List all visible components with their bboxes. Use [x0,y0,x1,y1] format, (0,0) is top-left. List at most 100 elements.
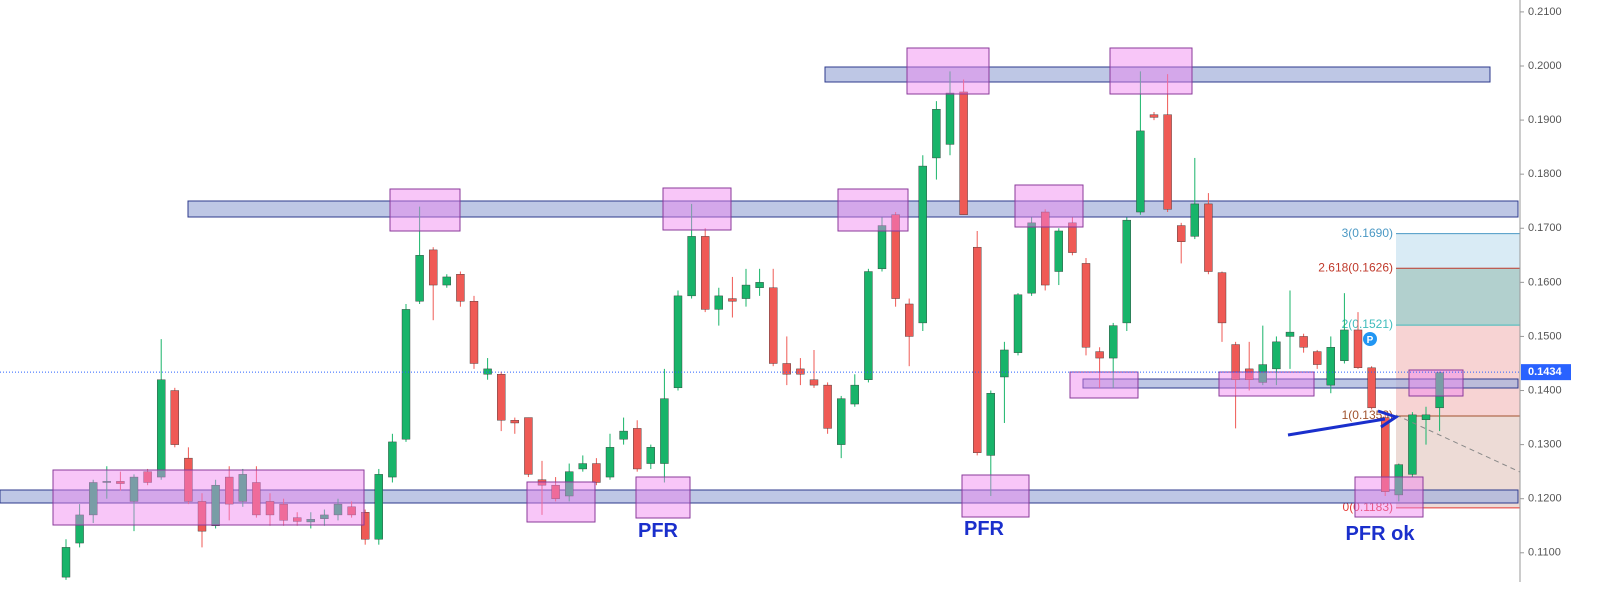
candle-body [279,503,288,521]
candle-body [184,457,193,502]
candle-body [1217,272,1227,324]
candle-body [1027,222,1036,294]
candle-body [1054,230,1064,272]
box [1109,47,1193,95]
y-tick-label: 0.2100 [1528,6,1562,18]
candle-body [88,482,98,516]
box [1069,371,1139,399]
candle-body [401,309,411,440]
y-tick-label: 0.1900 [1528,114,1562,126]
zone [187,200,1519,218]
candle-body [1326,347,1336,386]
candle-body [714,295,723,310]
box [906,47,990,95]
candle-body [633,428,642,470]
candle-body [905,303,914,337]
candle-body [170,390,180,445]
candle-body [646,447,655,464]
candle-body [1136,130,1145,213]
candle-body [156,379,166,478]
candle-body [1312,351,1322,365]
box [52,469,365,526]
candle-body [605,447,615,478]
candle-body [850,384,859,405]
candle-body [197,501,207,532]
candle-body [306,519,315,523]
candle-body [1367,367,1376,409]
candle-body [361,512,370,540]
candle-body [1435,372,1444,409]
candle-body [1095,351,1104,359]
candle-body [1176,225,1186,242]
candle-body [891,214,900,299]
candle-body [959,91,968,215]
box [526,481,596,523]
annotation: PFR ok [1346,523,1416,545]
candle-body [673,295,683,389]
marker-circle [1363,332,1377,346]
box [1354,476,1424,518]
candle-body [1272,341,1281,370]
candle-body [1013,294,1023,353]
candle-body [1204,203,1213,272]
fib-label: 2.618(0.1626) [1318,260,1393,274]
candle-body [497,374,506,421]
candle-body [1068,222,1077,253]
candle-body [252,482,261,516]
candle-body [429,249,438,286]
candle-body [211,484,220,526]
candle-body [143,471,152,483]
box [1218,371,1315,397]
fib-band [1396,325,1520,416]
candle-body [932,109,941,159]
candle-body [1340,329,1349,361]
box [837,188,909,232]
arrow [1287,417,1386,437]
candle-body [687,236,696,297]
candle-body [1421,414,1431,420]
candle-body [823,384,832,429]
candle-body [728,298,737,302]
candle-body [1285,331,1295,337]
annotation: PFR [964,518,1005,540]
candle-body [320,514,329,519]
candle-body [1231,344,1240,380]
candle-body [1394,464,1404,496]
candle-body [578,463,587,470]
candle-body [442,276,451,286]
candle-body [102,481,112,483]
last-price-label: 0.1434 [1528,366,1563,378]
candle-body [660,398,669,464]
candle-body [809,379,819,386]
candle-body [1040,211,1050,286]
candle-body [755,282,764,288]
candle-body [456,274,465,302]
candle-body [837,398,846,445]
candle-body [619,430,628,440]
candle-body [333,503,343,516]
candle-body [374,474,383,540]
fib-band [1396,268,1520,326]
candle-body [918,165,927,324]
boxes [52,47,1464,526]
box [635,476,691,519]
candle-body [224,476,234,505]
candle-body [945,92,955,145]
y-tick-label: 0.1600 [1528,276,1562,288]
price-axis: 0.1100 0.1200 0.1300 0.1400 0.1500 0.1600 0.17… [1520,6,1571,559]
candle-body [469,301,479,364]
candle-body [524,417,533,475]
y-tick-label: 0.1400 [1528,384,1562,396]
candle-body [701,236,710,310]
candle-body [877,225,887,270]
candle-body [1408,414,1417,475]
candle-body [565,471,574,497]
candle-body [973,246,982,453]
y-tick-label: 0.1200 [1528,493,1562,505]
candle-body [347,506,356,516]
last-price-box [1521,364,1571,381]
fib-label: 3(0.1690) [1342,226,1393,240]
candle-body [483,368,492,375]
candle-body [769,287,778,364]
